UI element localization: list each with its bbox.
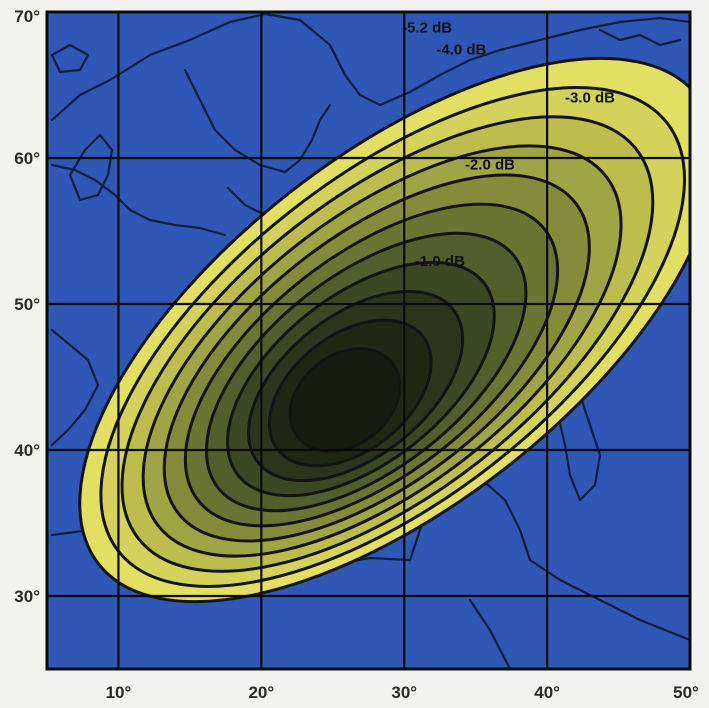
contour-label: -2.0 dB	[465, 157, 515, 174]
coastline-iceland	[50, 43, 90, 74]
lat-label-30: 30°	[14, 587, 40, 606]
contour-label: -5.2 dB	[402, 19, 452, 36]
contour-labels: -5.2 dB -4.0 dB -3.0 dB -2.0 dB -1.0 dB	[402, 19, 615, 270]
lat-label-40: 40°	[14, 441, 40, 460]
coastline-western-europe	[50, 163, 227, 237]
longitude-labels: 10° 20° 30° 40° 50°	[106, 683, 699, 702]
lat-label-70: 70°	[14, 7, 40, 26]
coastline-north	[50, 12, 690, 122]
lon-label-10: 10°	[106, 683, 132, 702]
lon-label-30: 30°	[391, 683, 417, 702]
contour-label: -4.0 dB	[436, 41, 486, 58]
latitude-labels: 70° 60° 50° 40° 30°	[14, 7, 40, 606]
lon-label-40: 40°	[534, 683, 560, 702]
lat-label-50: 50°	[14, 295, 40, 314]
coastline-arctic-islands	[598, 28, 682, 47]
coastline-uk	[68, 133, 114, 202]
map-frame	[45, 10, 692, 671]
coastline-scandinavia	[183, 68, 332, 174]
coastline-red-sea	[468, 598, 512, 669]
coastline-caspian	[556, 378, 602, 502]
contour-level-11	[288, 347, 402, 453]
lat-label-60: 60°	[14, 149, 40, 168]
coastline-iberia	[50, 328, 100, 447]
contour-label: -1.0 dB	[415, 253, 465, 270]
coastline-arabia	[528, 558, 690, 642]
contour-label: -3.0 dB	[565, 90, 615, 107]
lon-label-50: 50°	[673, 683, 699, 702]
lon-label-20: 20°	[248, 683, 274, 702]
graticule	[47, 12, 690, 669]
